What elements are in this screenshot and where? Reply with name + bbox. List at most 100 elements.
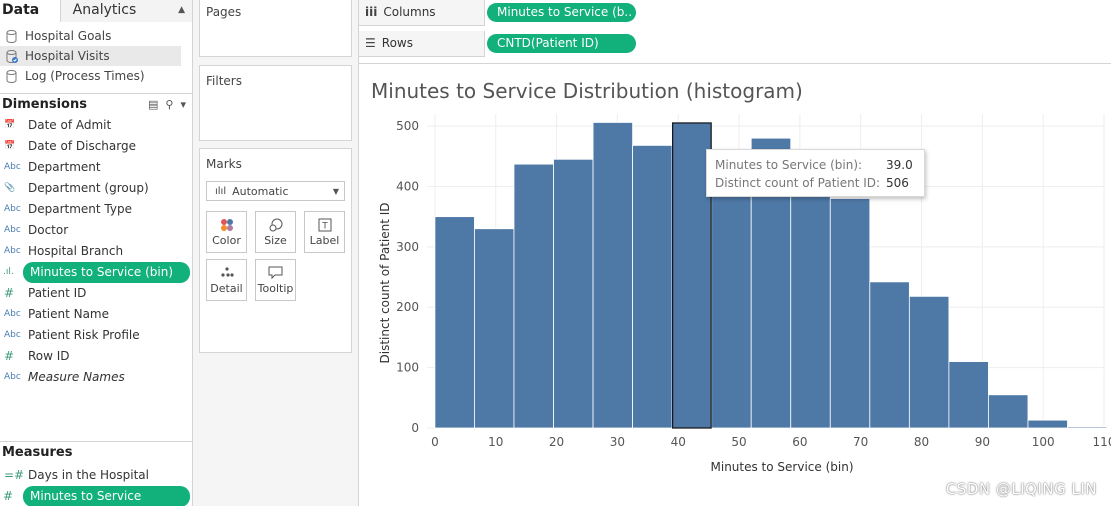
database-icon <box>6 69 18 83</box>
view-list-icon[interactable]: ▤ <box>148 98 159 111</box>
number-type-icon: # <box>3 489 14 503</box>
marks-tooltip-button[interactable]: Tooltip <box>255 259 296 301</box>
columns-pill-minutes-to-service-bin[interactable]: Minutes to Service (b.. <box>487 3 636 22</box>
label-label: Label <box>309 234 340 247</box>
data-source-item-active[interactable]: Hospital Visits <box>0 46 181 66</box>
detail-dots-icon <box>207 260 246 282</box>
mark-type-select[interactable]: ılıl Automatic ▼ <box>206 181 345 201</box>
text-label-icon: T <box>305 212 344 234</box>
string-type-icon: Abc <box>4 204 21 214</box>
marks-size-button[interactable]: Size <box>255 211 296 253</box>
updown-arrow-icon: ▲ <box>178 5 185 15</box>
histogram-bar[interactable] <box>869 281 910 429</box>
columns-shelf: iii Columns Minutes to Service (b.. <box>359 0 1111 26</box>
histogram-bar[interactable] <box>434 216 475 429</box>
y-tick-label: 200 <box>396 300 419 314</box>
histogram-bar[interactable] <box>1067 426 1108 429</box>
histogram-bar[interactable] <box>908 295 950 429</box>
histogram-bar[interactable] <box>790 186 831 429</box>
x-tick-label: 0 <box>431 435 439 449</box>
marks-detail-button[interactable]: Detail <box>206 259 247 301</box>
watermark-text: CSDN @LIQING LIN <box>945 480 1097 498</box>
rows-icon: ☰ <box>365 36 376 50</box>
field-minutes-to-service[interactable]: # Minutes to Service <box>3 486 190 506</box>
histogram-bar[interactable] <box>553 158 594 429</box>
field-patient-risk-profile[interactable]: Abc Patient Risk Profile <box>0 325 192 346</box>
marks-label-button[interactable]: T Label <box>304 211 345 253</box>
tab-analytics[interactable]: Analytics ▲ <box>59 0 192 22</box>
field-date-of-admit[interactable]: 📅 Date of Admit <box>0 115 192 136</box>
histogram-bar[interactable] <box>474 228 515 429</box>
color-label: Color <box>212 234 241 247</box>
columns-icon: iii <box>365 5 378 19</box>
measures-title: Measures <box>2 445 73 460</box>
shelves-column: Pages Filters Marks ılıl Automatic ▼ Col… <box>193 0 359 506</box>
data-source-item[interactable]: Hospital Goals <box>0 26 181 46</box>
tooltip-row-bin: Minutes to Service (bin): 39.0 <box>715 156 916 174</box>
string-type-icon: Abc <box>4 372 21 382</box>
tooltip-row-count: Distinct count of Patient ID: 506 <box>715 174 916 192</box>
search-icon[interactable]: ⚲ <box>165 98 174 111</box>
pages-card[interactable]: Pages <box>199 0 352 57</box>
speech-bubble-icon <box>256 260 295 282</box>
chevron-down-icon[interactable]: ▾ <box>180 98 186 111</box>
measures-header: Measures <box>0 441 192 463</box>
number-type-icon: # <box>4 349 15 363</box>
field-minutes-to-service-bin[interactable]: .ıl. Minutes to Service (bin) <box>3 262 190 283</box>
histogram-bar[interactable] <box>948 361 989 429</box>
histogram-bar[interactable] <box>988 394 1029 429</box>
dimensions-header: Dimensions ▤ ⚲ ▾ <box>0 93 192 115</box>
tooltip-label-bin: Minutes to Service (bin): <box>715 158 863 172</box>
size-circles-icon <box>256 212 295 234</box>
group-paperclip-icon: 📎 <box>4 183 16 193</box>
bin-histogram-icon: .ıl. <box>3 267 14 277</box>
x-tick-label: 20 <box>549 435 564 449</box>
rows-shelf: ☰ Rows CNTD(Patient ID) <box>359 31 1111 57</box>
field-days-in-hospital[interactable]: =# Days in the Hospital <box>0 465 192 486</box>
field-patient-name[interactable]: Abc Patient Name <box>0 304 192 325</box>
x-tick-label: 90 <box>975 435 990 449</box>
histogram-bar[interactable] <box>829 198 871 429</box>
field-patient-id[interactable]: # Patient ID <box>0 283 192 304</box>
rows-shelf-label: ☰ Rows <box>365 36 413 50</box>
field-department-type[interactable]: Abc Department Type <box>0 199 192 220</box>
rows-drop-zone[interactable]: CNTD(Patient ID) <box>484 31 1111 57</box>
histogram-bar[interactable] <box>513 163 554 429</box>
tab-data[interactable]: Data <box>0 0 60 22</box>
field-department-group[interactable]: 📎 Department (group) <box>0 178 192 199</box>
x-tick-label: 100 <box>1032 435 1055 449</box>
data-source-item[interactable]: Log (Process Times) <box>0 66 181 86</box>
database-icon <box>6 29 18 43</box>
field-row-id[interactable]: # Row ID <box>0 346 192 367</box>
rows-pill-cntd-patient-id[interactable]: CNTD(Patient ID) <box>487 34 636 53</box>
marks-card: Marks ılıl Automatic ▼ Color Size <box>199 148 352 353</box>
columns-drop-zone[interactable]: Minutes to Service (b.. <box>484 0 1111 26</box>
x-tick-label: 30 <box>610 435 625 449</box>
field-hospital-branch[interactable]: Abc Hospital Branch <box>0 241 192 262</box>
tooltip-value-bin: 39.0 <box>886 158 913 172</box>
field-department[interactable]: Abc Department <box>0 157 192 178</box>
mark-type-value: Automatic <box>232 184 289 198</box>
size-label: Size <box>264 234 287 247</box>
histogram-bar[interactable] <box>632 145 673 429</box>
histogram-chart[interactable]: 0 100 200 300 400 500 0 10 20 30 40 50 60 70 80 90 100 11… <box>359 64 1111 506</box>
string-type-icon: Abc <box>4 246 21 256</box>
histogram-bar[interactable] <box>1027 419 1068 429</box>
marks-color-button[interactable]: Color <box>206 211 247 253</box>
string-type-icon: Abc <box>4 225 21 235</box>
dimensions-header-tools: ▤ ⚲ ▾ <box>148 94 186 116</box>
x-axis-title: Minutes to Service (bin) <box>711 460 854 474</box>
svg-text:T: T <box>321 222 328 232</box>
date-type-icon: 📅 <box>4 141 16 151</box>
filters-card[interactable]: Filters <box>199 65 352 141</box>
y-tick-label: 100 <box>396 361 419 375</box>
field-measure-names[interactable]: Abc Measure Names <box>0 367 192 388</box>
field-date-of-discharge[interactable]: 📅 Date of Discharge <box>0 136 192 157</box>
field-doctor[interactable]: Abc Doctor <box>0 220 192 241</box>
x-tick-label: 10 <box>488 435 503 449</box>
x-tick-label: 50 <box>731 435 746 449</box>
histogram-bar[interactable] <box>592 122 633 429</box>
chevron-down-icon: ▼ <box>332 186 339 196</box>
pane-tabs: Data Analytics ▲ <box>0 0 192 22</box>
